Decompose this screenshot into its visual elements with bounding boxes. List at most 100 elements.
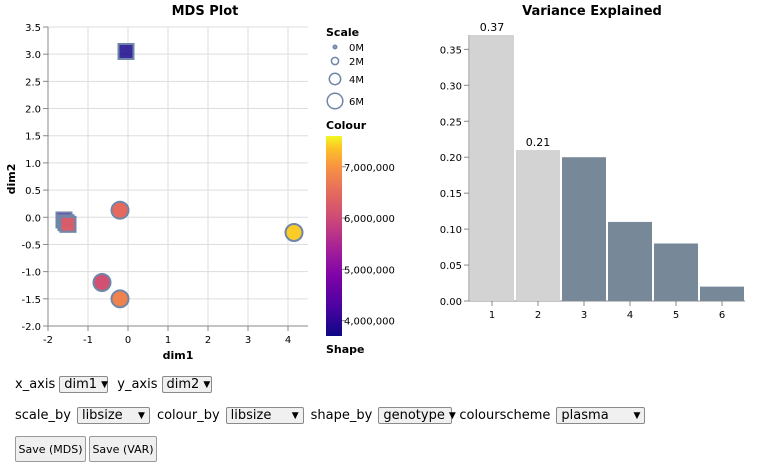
save-mds-button[interactable]: Save (MDS): [15, 436, 86, 462]
mds-y-tick-label: 0.5: [25, 186, 41, 197]
mds-point-circle: [92, 273, 112, 293]
variance-bar: [516, 150, 560, 301]
mds-y-tick-label: -2.0: [21, 322, 41, 333]
x-axis-select[interactable]: dim1 ▼: [59, 376, 109, 393]
mds-y-tick-label: 2.0: [25, 105, 41, 116]
triangle-down-icon: ▼: [633, 410, 641, 421]
variance-y-tick-label: 0.00: [440, 297, 462, 308]
mds-grid: [47, 26, 308, 327]
variance-bar: [608, 221, 652, 301]
mds-point-square: [59, 215, 77, 233]
colourscheme-label: colourscheme: [459, 408, 551, 423]
scale-by-value: libsize: [81, 408, 123, 423]
colourscheme-select[interactable]: plasma ▼: [556, 407, 646, 424]
mds-axes: -2 -1 0 1 2 3 4 -2.0 -1.5 -1.0 -0.5 0.0 0.5 1.0 1.5 2.0…: [21, 23, 308, 346]
mds-point-circle: [110, 289, 130, 309]
scale-legend-label: 0M: [349, 43, 364, 54]
variance-bar: [562, 157, 606, 301]
scale-legend-circle: [332, 44, 338, 50]
mds-y-tick-label: 1.0: [25, 159, 41, 170]
colour-by-value: libsize: [230, 408, 272, 423]
mds-point-circle: [110, 200, 130, 220]
triangle-down-icon: ▼: [448, 410, 456, 421]
y-axis-label: y_axis: [117, 377, 158, 392]
mds-y-tick-label: -0.5: [21, 240, 41, 251]
shape-by-label: shape_by: [310, 408, 373, 423]
variance-data-label: 0.37: [480, 21, 505, 34]
colour-legend-label: 6,000,000: [344, 214, 395, 225]
variance-data-label: 0.21: [526, 136, 551, 149]
mds-y-axis-label: dim2: [5, 164, 18, 195]
colour-by-label: colour_by: [156, 408, 220, 423]
shape-legend-title: Shape: [326, 343, 365, 356]
mds-title: MDS Plot: [172, 4, 239, 19]
scale-legend: 0M 2M 4M 6M: [326, 43, 364, 110]
variance-x-tick-label: 6: [719, 310, 725, 321]
mds-x-tick-label: -1: [83, 335, 93, 346]
variance-axes: 0.00 0.05 0.10 0.15 0.20 0.25 0.30 0.35 1 2 3 4 5 6: [440, 35, 745, 321]
save-var-button[interactable]: Save (VAR): [89, 436, 157, 462]
triangle-down-icon: ▼: [138, 410, 145, 421]
mds-x-tick-label: 4: [285, 335, 291, 346]
colour-legend-ticks: 7,000,000 6,000,000 5,000,000 4,000,000: [342, 163, 395, 328]
variance-bar: [700, 286, 744, 301]
variance-y-tick-label: 0.30: [440, 81, 462, 92]
scale-by-select[interactable]: libsize ▼: [76, 407, 150, 424]
variance-x-tick-label: 4: [627, 310, 633, 321]
variance-y-tick-label: 0.05: [440, 261, 462, 272]
mds-y-tick-label: 1.5: [25, 132, 41, 143]
variance-x-tick-label: 1: [489, 310, 495, 321]
mds-x-tick-label: 1: [165, 335, 171, 346]
mds-point-circle: [284, 222, 304, 242]
mds-points: [55, 42, 304, 309]
variance-bar: [654, 243, 698, 301]
chart-area: MDS Plot -2 -1 0 1 2 3 4 -2.0 -1.5 -1.0 -0.5 0.0 0.5…: [5, 4, 745, 362]
variance-y-tick-label: 0.20: [440, 153, 462, 164]
shape-by-value: genotype: [383, 408, 445, 423]
mds-y-tick-label: 0.0: [25, 213, 41, 224]
variance-bar: [470, 35, 514, 301]
scale-legend-label: 2M: [349, 57, 364, 68]
colour-by-select[interactable]: libsize ▼: [225, 407, 304, 424]
variance-x-tick-label: 3: [581, 310, 587, 321]
mds-y-tick-label: 2.5: [25, 77, 41, 88]
colour-gradient-bar: [326, 136, 342, 336]
scale-legend-circle: [330, 56, 340, 66]
y-axis-value: dim2: [166, 377, 200, 392]
scale-legend-label: 6M: [349, 97, 364, 108]
variance-x-tick-label: 2: [535, 310, 541, 321]
scale-legend-circle: [328, 72, 342, 86]
colour-legend-label: 7,000,000: [344, 163, 395, 174]
mds-x-axis-label: dim1: [163, 349, 194, 362]
variance-y-tick-label: 0.10: [440, 225, 462, 236]
variance-y-tick-label: 0.15: [440, 189, 462, 200]
mds-y-tick-label: -1.0: [21, 268, 41, 279]
variance-title: Variance Explained: [522, 4, 662, 19]
scale-legend-title: Scale: [326, 26, 359, 39]
colour-legend-title: Colour: [326, 119, 367, 132]
x-axis-value: dim1: [64, 377, 98, 392]
mds-y-tick-label: -1.5: [21, 295, 41, 306]
x-axis-label: x_axis: [15, 377, 56, 392]
axis-controls-row: x_axis dim1 ▼ y_axis dim2 ▼: [15, 376, 212, 393]
triangle-down-icon: ▼: [101, 379, 108, 390]
colour-legend-label: 4,000,000: [344, 317, 395, 328]
shape-by-select[interactable]: genotype ▼: [378, 407, 456, 424]
triangle-down-icon: ▼: [291, 410, 299, 421]
variance-y-tick-label: 0.35: [440, 45, 462, 56]
triangle-down-icon: ▼: [203, 379, 211, 390]
variance-x-tick-label: 5: [673, 310, 679, 321]
mds-x-tick-label: 2: [205, 335, 211, 346]
scale-legend-circle: [326, 92, 344, 110]
y-axis-select[interactable]: dim2 ▼: [161, 376, 212, 393]
variance-y-tick-label: 0.25: [440, 117, 462, 128]
scale-legend-label: 4M: [349, 75, 364, 86]
colour-legend-label: 5,000,000: [344, 265, 395, 276]
variance-bars: 0.37 0.21: [470, 21, 744, 301]
mds-x-tick-label: 3: [245, 335, 251, 346]
colourscheme-value: plasma: [561, 408, 609, 423]
mds-x-tick-label: -2: [43, 335, 53, 346]
mds-x-tick-label: 0: [125, 335, 131, 346]
mds-point-square: [117, 42, 135, 60]
scale-by-label: scale_by: [15, 408, 71, 423]
